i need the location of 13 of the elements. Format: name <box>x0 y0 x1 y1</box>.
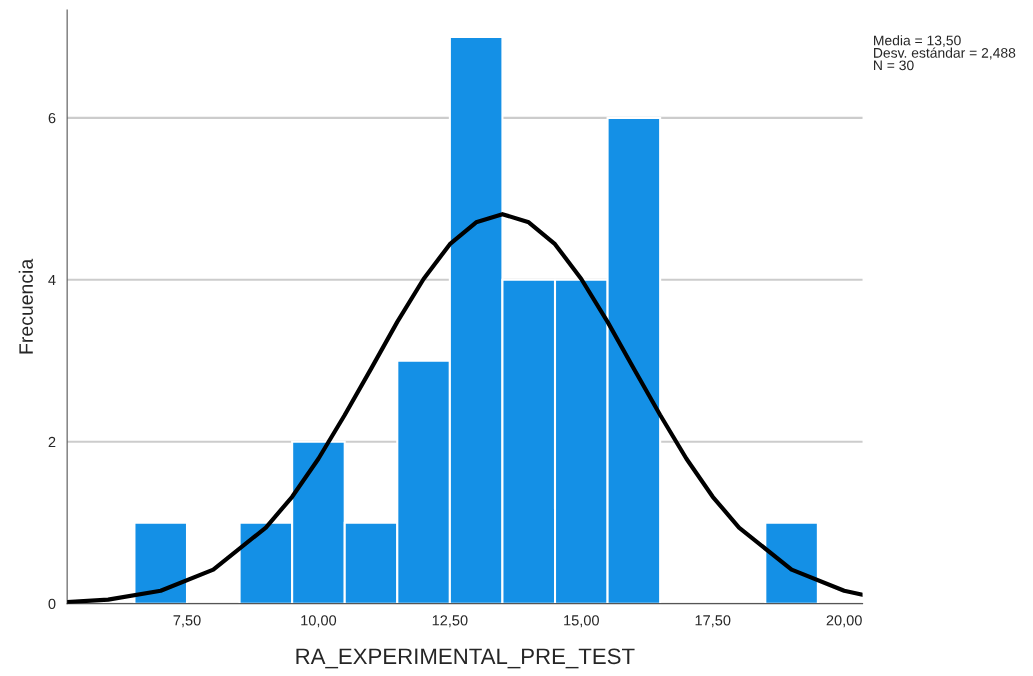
x-tick-label: 17,50 <box>695 615 731 628</box>
y-tick-label: 0 <box>48 598 56 610</box>
x-axis-title: RA_EXPERIMENTAL_PRE_TEST <box>296 648 635 669</box>
y-tick-label: 6 <box>48 112 56 124</box>
text: Media = 13,50 Desv. estándar = 2,488 N = 30 <box>874 35 1016 71</box>
x-tick-label: 10,00 <box>301 615 337 628</box>
x-tick-label: 20,00 <box>826 615 862 628</box>
y-axis-title: Frecuencia <box>18 258 33 354</box>
y-tick-label: 2 <box>48 436 56 448</box>
y-tick-label: 4 <box>48 275 56 286</box>
x-tick-label: 7,50 <box>173 615 201 628</box>
x-tick-label: 15,00 <box>564 615 599 628</box>
x-tick-label: 12,50 <box>432 615 468 628</box>
